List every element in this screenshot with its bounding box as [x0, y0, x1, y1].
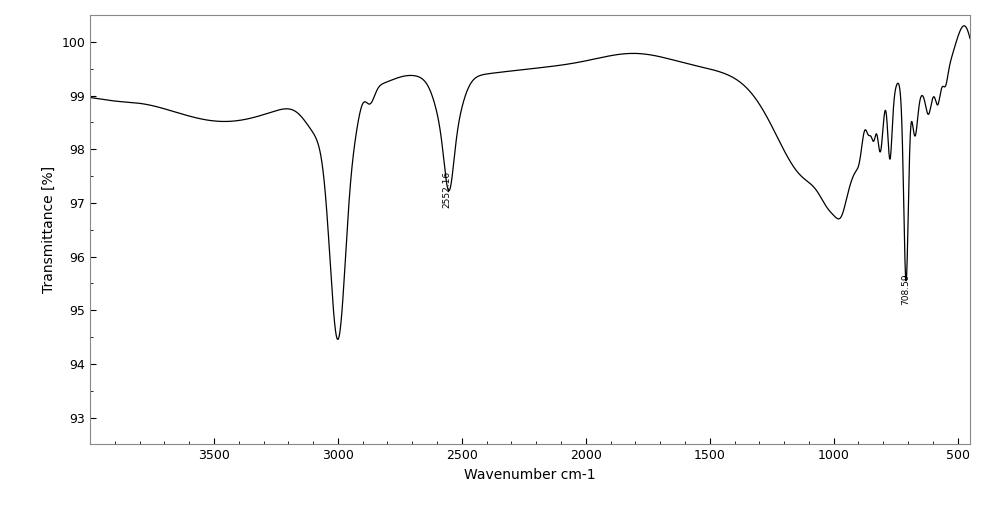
X-axis label: Wavenumber cm-1: Wavenumber cm-1 [464, 468, 596, 482]
Text: 2552.16: 2552.16 [443, 171, 452, 208]
Text: 708.59: 708.59 [901, 273, 910, 305]
Y-axis label: Transmittance [%]: Transmittance [%] [42, 166, 56, 293]
